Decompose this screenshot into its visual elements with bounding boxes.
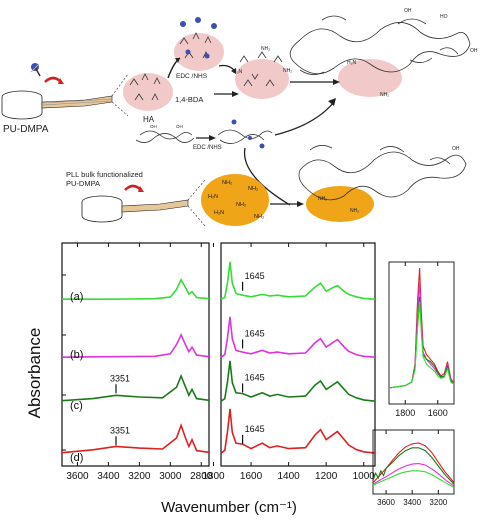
pll-label-1: PLL bulk functionalized xyxy=(66,170,143,179)
peak-label: 1645 xyxy=(245,271,265,281)
svg-text:NH₂: NH₂ xyxy=(248,186,258,192)
svg-text:H₂N: H₂N xyxy=(233,69,243,75)
left-series-line xyxy=(61,332,210,358)
inset-top-series-line xyxy=(388,301,455,389)
inset-bottom-series-line xyxy=(372,470,455,489)
inset-bottom-tick-label: 3400 xyxy=(403,498,421,507)
series-label-b: (b) xyxy=(70,349,83,361)
peak-label: 1645 xyxy=(245,328,265,338)
zoom-lines xyxy=(111,73,129,117)
y-axis-label: Absorbance xyxy=(25,328,44,419)
series-label-d: (d) xyxy=(70,452,83,464)
svg-text:OH: OH xyxy=(404,8,412,14)
left-series-line xyxy=(62,278,210,300)
left-panel-ticks: 3600 3400 3200 3000 2800 xyxy=(62,243,213,482)
svg-text:H₂N: H₂N xyxy=(208,194,218,200)
svg-text:NH₂: NH₂ xyxy=(236,202,246,208)
edc-label-2: EDC /NHS xyxy=(193,145,222,151)
svg-text:HO: HO xyxy=(440,14,448,20)
inset-bottom-series-line xyxy=(372,463,455,487)
left-series-line xyxy=(61,423,210,454)
peak-label: 1645 xyxy=(245,372,265,382)
svg-text:OH: OH xyxy=(452,146,460,152)
middle-series-line xyxy=(220,261,376,300)
pll-film-icon xyxy=(81,184,189,223)
activated-ha-chain xyxy=(217,119,273,149)
series-label-a: (a) xyxy=(70,291,83,303)
left-panel-series xyxy=(61,278,210,454)
middle-series-line xyxy=(220,408,376,454)
left-tick-label: 3400 xyxy=(97,471,120,482)
arrow-ha-graft xyxy=(333,79,340,85)
inset-top-tick-label: 1600 xyxy=(428,408,448,418)
svg-text:NH₂: NH₂ xyxy=(350,208,359,214)
edc-label-1: EDC /NHS xyxy=(176,73,208,80)
middle-series-line xyxy=(220,316,376,358)
middle-panel-ticks: 1800 1600 1400 1200 1000 xyxy=(202,243,375,482)
inset-top-ticks: 1800 1600 xyxy=(395,262,448,418)
bda-label: 1,4-BDA xyxy=(175,95,203,104)
svg-text:OH: OH xyxy=(470,48,478,54)
inset-bottom-series xyxy=(372,442,455,489)
inset-bottom-tick-label: 3200 xyxy=(429,498,447,507)
pu-dmpa-film-icon xyxy=(1,63,113,120)
x-axis-label: Wavenumber (cm⁻¹) xyxy=(161,499,297,516)
peak-label: 3351 xyxy=(110,373,130,383)
left-series-line xyxy=(61,373,210,402)
inset-bottom-frame xyxy=(372,429,455,495)
svg-text:NH₂: NH₂ xyxy=(380,92,389,98)
ha-label: HA xyxy=(143,115,155,124)
inset-top-frame xyxy=(388,261,455,405)
middle-tick-label: 1400 xyxy=(277,471,300,482)
middle-panel-frame xyxy=(220,242,376,467)
ha-grafted-surface: H₂N NH₂ HO OH OH xyxy=(289,8,478,98)
amine-surface-blob: H₂N NH₂ NH₂ xyxy=(233,46,292,99)
middle-tick-label: 1200 xyxy=(315,471,338,482)
arrow-ha-activation xyxy=(209,135,216,141)
svg-text:OH: OH xyxy=(176,124,183,129)
svg-text:NH₂: NH₂ xyxy=(318,196,327,202)
middle-panel-series xyxy=(220,261,376,454)
pll-amine-blob: NH₂ NH₂ H₂N NH₂ H₂N NH₂ xyxy=(201,174,269,226)
left-panel-frame xyxy=(61,242,210,467)
reaction-scheme: PU-DMPA EDC /NHS H₂N NH₂ NH₂ xyxy=(1,8,478,227)
left-tick-label: 2800 xyxy=(190,471,213,482)
svg-text:OH: OH xyxy=(150,124,157,129)
svg-text:NH₂: NH₂ xyxy=(283,68,292,74)
peak-label: 1645 xyxy=(245,424,265,434)
inset-bottom-ticks: 3600 3400 3200 xyxy=(377,430,448,507)
svg-text:NH₂: NH₂ xyxy=(222,180,232,186)
peak-annotations: 3351 3351 1645 1645 1645 1645 xyxy=(110,271,265,446)
arrow-pll-graft xyxy=(297,201,304,207)
svg-text:H₂N: H₂N xyxy=(214,210,224,216)
left-tick-label: 3200 xyxy=(128,471,151,482)
pll-label-2: PU-DMPA xyxy=(66,179,100,188)
series-labels: (a) (b) (c) (d) xyxy=(70,291,83,464)
middle-series-line xyxy=(220,360,376,402)
ha-chain: OH OH xyxy=(135,124,195,143)
pu-dmpa-label: PU-DMPA xyxy=(3,124,49,135)
left-tick-label: 3600 xyxy=(66,471,89,482)
inset-top-series xyxy=(388,267,455,389)
svg-text:NH₂: NH₂ xyxy=(261,46,270,52)
peak-label: 3351 xyxy=(110,425,130,435)
activated-surface-blob xyxy=(174,17,224,71)
middle-tick-label: 1800 xyxy=(202,471,225,482)
carboxyl-surface-blob xyxy=(123,73,173,111)
svg-text:NH₂: NH₂ xyxy=(254,214,264,220)
inset-top-tick-label: 1800 xyxy=(395,408,415,418)
left-tick-label: 3000 xyxy=(159,471,182,482)
middle-tick-label: 1600 xyxy=(240,471,263,482)
inset-bottom-series-line xyxy=(372,447,455,485)
pll-ha-grafted: NH₂ NH₂ OH xyxy=(298,145,467,222)
series-label-c: (c) xyxy=(70,400,83,412)
svg-text:H₂N: H₂N xyxy=(347,60,357,66)
inset-bottom-tick-label: 3600 xyxy=(377,498,395,507)
middle-tick-label: 1000 xyxy=(353,471,376,482)
